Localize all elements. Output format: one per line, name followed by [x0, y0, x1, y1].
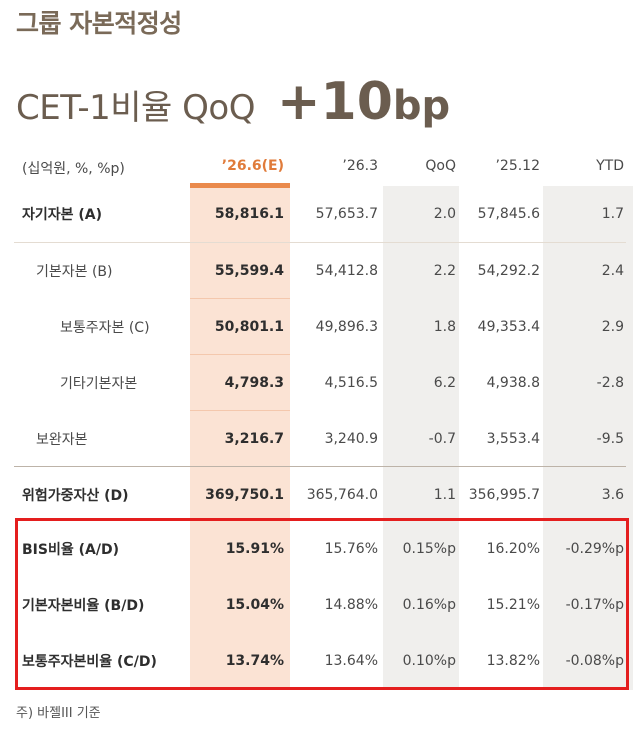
cell-26-6e: 13.74%	[225, 653, 284, 669]
cell-26-3: 13.64%	[324, 653, 378, 669]
cell-25-12: 3,553.4	[486, 431, 540, 447]
cell-26-3: 365,764.0	[306, 487, 378, 503]
cell-25-12: 57,845.6	[477, 206, 540, 222]
cell-25-12: 356,995.7	[468, 487, 540, 503]
row-label: BIS비율 (A/D)	[22, 542, 119, 558]
cell-26-3: 15.76%	[324, 541, 378, 557]
cell-26-3: 57,653.7	[315, 206, 378, 222]
cell-qoq: 2.2	[433, 263, 456, 279]
row-divider	[14, 242, 626, 243]
row-label: 보통주자본 (C)	[60, 320, 150, 336]
cell-25-12: 49,353.4	[477, 319, 540, 335]
cell-ytd: -2.8	[596, 375, 624, 391]
headline-value: +10bp	[277, 72, 450, 132]
col-header-qoq: QoQ	[425, 158, 456, 174]
cell-26-3: 54,412.8	[315, 263, 378, 279]
cell-26-3: 3,240.9	[324, 431, 378, 447]
cell-26-3: 14.88%	[324, 597, 378, 613]
row-label: 보완자본	[36, 432, 88, 448]
cell-qoq: 1.8	[433, 319, 456, 335]
headline: CET-1비율 QoQ +10bp	[16, 72, 450, 132]
cell-26-6e: 55,599.4	[214, 263, 284, 279]
section-title: 그룹 자본적정성	[16, 9, 182, 38]
cell-25-12: 15.21%	[486, 597, 540, 613]
table-row-bis-ratio: BIS비율 (A/D) 15.91% 15.76% 0.15%p 16.20% …	[0, 521, 640, 577]
cell-26-3: 49,896.3	[315, 319, 378, 335]
row-label: 위험가중자산 (D)	[22, 488, 129, 504]
table-row-tier1-ratio: 기본자본비율 (B/D) 15.04% 14.88% 0.16%p 15.21%…	[0, 577, 640, 633]
cell-ytd: 3.6	[601, 487, 624, 503]
table-row-additional-tier1: 기타기본자본 4,798.3 4,516.5 6.2 4,938.8 -2.8	[0, 355, 640, 411]
section-divider	[14, 466, 626, 467]
row-label: 보통주자본비율 (C/D)	[22, 654, 157, 670]
unit-label: (십억원, %, %p)	[22, 161, 125, 177]
row-divider	[190, 298, 290, 299]
cell-26-6e: 3,216.7	[224, 431, 284, 447]
cell-25-12: 13.82%	[486, 653, 540, 669]
cell-qoq: 0.10%p	[402, 653, 456, 669]
table-row-rwa: 위험가중자산 (D) 369,750.1 365,764.0 1.1 356,9…	[0, 467, 640, 523]
col-header-ytd: YTD	[596, 158, 624, 174]
cell-qoq: 0.16%p	[402, 597, 456, 613]
cell-25-12: 54,292.2	[477, 263, 540, 279]
cell-26-6e: 50,801.1	[214, 319, 284, 335]
row-label: 자기자본 (A)	[22, 207, 103, 223]
cell-ytd: 2.9	[601, 319, 624, 335]
cell-qoq: 0.15%p	[402, 541, 456, 557]
table-row-cet1-ratio: 보통주자본비율 (C/D) 13.74% 13.64% 0.10%p 13.82…	[0, 633, 640, 689]
cell-26-6e: 58,816.1	[214, 206, 284, 222]
row-divider	[190, 410, 290, 411]
cell-qoq: -0.7	[428, 431, 456, 447]
cell-ytd: -0.17%p	[565, 597, 624, 613]
col-header-25-12: ’25.12	[495, 158, 540, 174]
table-row-cet1-capital: 보통주자본 (C) 50,801.1 49,896.3 1.8 49,353.4…	[0, 299, 640, 355]
table-row-tier1-capital: 기본자본 (B) 55,599.4 54,412.8 2.2 54,292.2 …	[0, 243, 640, 299]
row-divider	[190, 354, 290, 355]
cell-ytd: 1.7	[601, 206, 624, 222]
cell-26-6e: 15.91%	[225, 541, 284, 557]
row-label: 기타기본자본	[60, 376, 138, 392]
qoq-column-shade	[383, 186, 459, 690]
cell-25-12: 4,938.8	[486, 375, 540, 391]
cell-26-6e: 15.04%	[225, 597, 284, 613]
cell-26-6e: 369,750.1	[205, 487, 284, 503]
ratio-callout-box	[15, 518, 629, 690]
row-label: 기본자본비율 (B/D)	[22, 598, 145, 614]
cell-qoq: 2.0	[433, 206, 456, 222]
cell-qoq: 6.2	[433, 375, 456, 391]
current-column-highlight	[190, 184, 290, 690]
col-header-26-6e: ’26.6(E)	[221, 158, 284, 174]
col-header-26-3: ’26.3	[342, 158, 378, 174]
cell-ytd: 2.4	[601, 263, 624, 279]
headline-number: +10	[276, 72, 393, 132]
cell-ytd: -0.08%p	[565, 653, 624, 669]
current-column-accent-bar	[190, 183, 290, 188]
cell-25-12: 16.20%	[486, 541, 540, 557]
cell-26-3: 4,516.5	[324, 375, 378, 391]
table-row-total-capital: 자기자본 (A) 58,816.1 57,653.7 2.0 57,845.6 …	[0, 186, 640, 242]
headline-unit: bp	[392, 83, 451, 129]
table-row-tier2-capital: 보완자본 3,216.7 3,240.9 -0.7 3,553.4 -9.5	[0, 411, 640, 467]
ytd-column-shade	[543, 186, 633, 690]
cell-ytd: -9.5	[596, 431, 624, 447]
cell-qoq: 1.1	[433, 487, 456, 503]
row-label: 기본자본 (B)	[36, 264, 113, 280]
footnote: 주) 바젤III 기준	[16, 706, 101, 721]
cell-ytd: -0.29%p	[565, 541, 624, 557]
cell-26-6e: 4,798.3	[224, 375, 284, 391]
headline-label: CET-1비율 QoQ	[16, 88, 255, 128]
